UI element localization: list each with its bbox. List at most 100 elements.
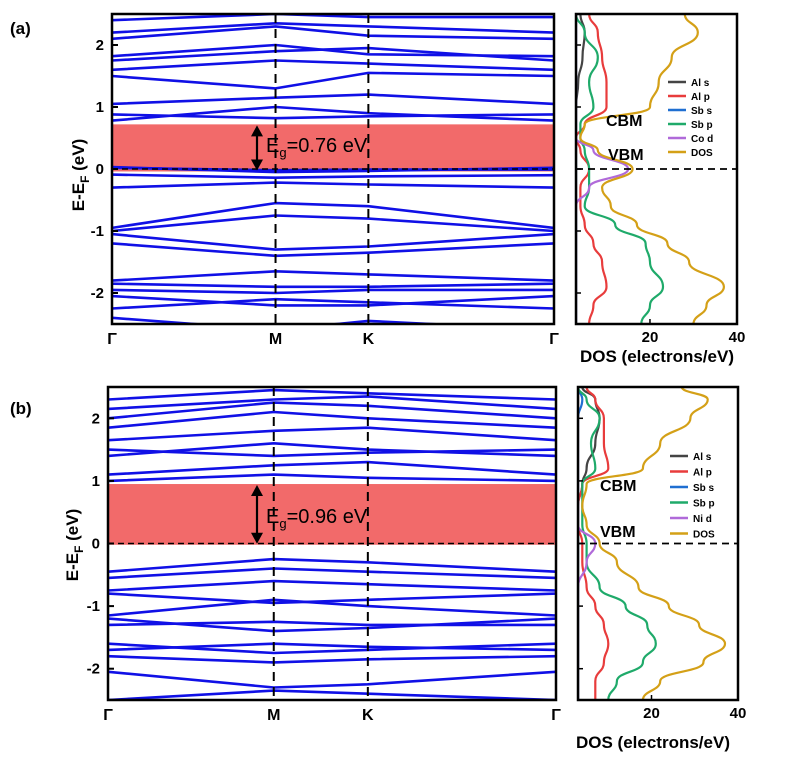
y-tick-label: -2 [91,285,104,302]
k-point-label: Γ [551,707,561,724]
gap-arrow-b [251,485,263,544]
k-point-label: M [269,331,282,348]
legend-label: DOS [693,530,715,541]
dos-legend-a: Al s Al p Sb s Sb p Co d DOS [668,78,713,159]
band-gap-region-a [112,124,554,172]
dos-curve [578,387,601,700]
band-line [112,14,554,22]
k-point-label: Γ [107,331,117,348]
dos-x-ticks-b: 20 40 [578,417,747,722]
band-line [108,670,556,689]
band-line [112,25,554,41]
vbm-label-a: VBM [608,147,644,164]
legend-label: Al s [693,452,712,463]
y-axis-label-b: E-EF (eV) [63,509,86,582]
band-line [112,242,554,258]
band-line [112,181,554,189]
y-tick-label: 0 [96,161,104,178]
y-tick-label: -2 [87,661,100,678]
band-line [112,201,554,230]
legend-label: Sb p [691,120,713,131]
legend-label: DOS [691,148,713,159]
cbm-label-b: CBM [600,478,636,495]
k-point-label: K [362,707,374,724]
gap-annotation-b: Eg=0.96 eV [266,506,368,531]
legend-label: Ni d [693,514,712,525]
band-line [112,71,554,90]
band-line [108,620,556,627]
band-line [108,441,556,458]
dos-curve [578,387,657,700]
y-tick-label: -1 [91,223,104,240]
band-line [108,473,556,483]
band-line [112,214,554,233]
dos-x-tick-label: 40 [730,705,747,722]
band-structure-a: -2 -1 0 1 2 Γ M K Γ Eg=0.76 eV E-EF (eV) [69,12,559,348]
panel-b: (b) -2 -1 0 1 2 Γ M K Γ Eg=0.96 eV E-EF (eV) 20… [10,385,747,752]
band-line [108,557,556,573]
y-axis-ticks-b: -2 -1 0 1 2 [87,410,114,678]
legend-label: Al p [691,92,710,103]
band-line [108,654,556,664]
dos-curve [581,387,727,700]
panel-a-label: (a) [10,19,31,38]
band-line [108,579,556,592]
band-line [108,642,556,655]
gap-arrow-head-up [251,125,263,137]
dos-x-axis-label-a: DOS (electrons/eV) [580,347,734,366]
k-point-label: Γ [103,707,113,724]
band-line [108,401,556,420]
dos-x-ticks-a: 20 40 [576,44,746,346]
cbm-label-a: CBM [606,113,642,130]
legend-label: Sb s [691,106,713,117]
gap-arrow-a [251,125,263,171]
panel-b-label: (b) [10,399,32,418]
y-tick-label: -1 [87,598,100,615]
legend-label: Sb s [693,483,715,494]
gap-arrow-head-down [251,532,263,544]
band-line [108,460,556,476]
band-line [108,642,556,652]
gap-arrow-head-down [251,159,263,171]
y-tick-label: 2 [92,410,100,427]
panel-a: (a) -2 -1 0 1 2 Γ M K Γ Eg=0.76 eV E-EF (eV) 20… [10,12,746,366]
band-line [108,592,556,605]
band-line [108,426,556,442]
band-gap-region-b [108,484,556,545]
y-tick-label: 0 [92,536,100,553]
y-axis-label-a: E-EF (eV) [69,139,92,212]
y-tick-label: 1 [92,473,100,490]
band-line [108,448,556,458]
k-point-label: K [363,331,375,348]
band-line [108,395,556,411]
k-point-label: Γ [549,331,559,348]
y-tick-label: 2 [96,37,104,54]
dos-x-tick-label: 20 [643,705,660,722]
band-line [112,282,554,289]
dos-x-axis-label-b: DOS (electrons/eV) [576,733,730,752]
legend-label: Al p [693,468,712,479]
band-line [112,113,554,120]
dos-x-tick-label: 40 [729,329,746,346]
band-line [112,297,554,310]
gap-arrow-head-up [251,485,263,497]
k-point-label: M [267,707,280,724]
dos-curve [576,14,586,324]
band-line [112,43,554,58]
band-line [112,288,554,295]
legend-label: Al s [691,78,710,89]
band-lines-b [108,388,556,700]
dos-curve [579,14,726,324]
legend-label: Sb p [693,499,715,510]
band-line [112,173,554,179]
band-line [112,105,554,122]
band-line [112,269,554,282]
band-structure-b: -2 -1 0 1 2 Γ M K Γ Eg=0.96 eV E-EF (eV) [63,385,561,724]
dos-legend-b: Al s Al p Sb s Sb p Ni d DOS [670,452,715,541]
band-lines-a [112,14,554,324]
band-line [112,294,554,307]
band-line [108,388,556,401]
